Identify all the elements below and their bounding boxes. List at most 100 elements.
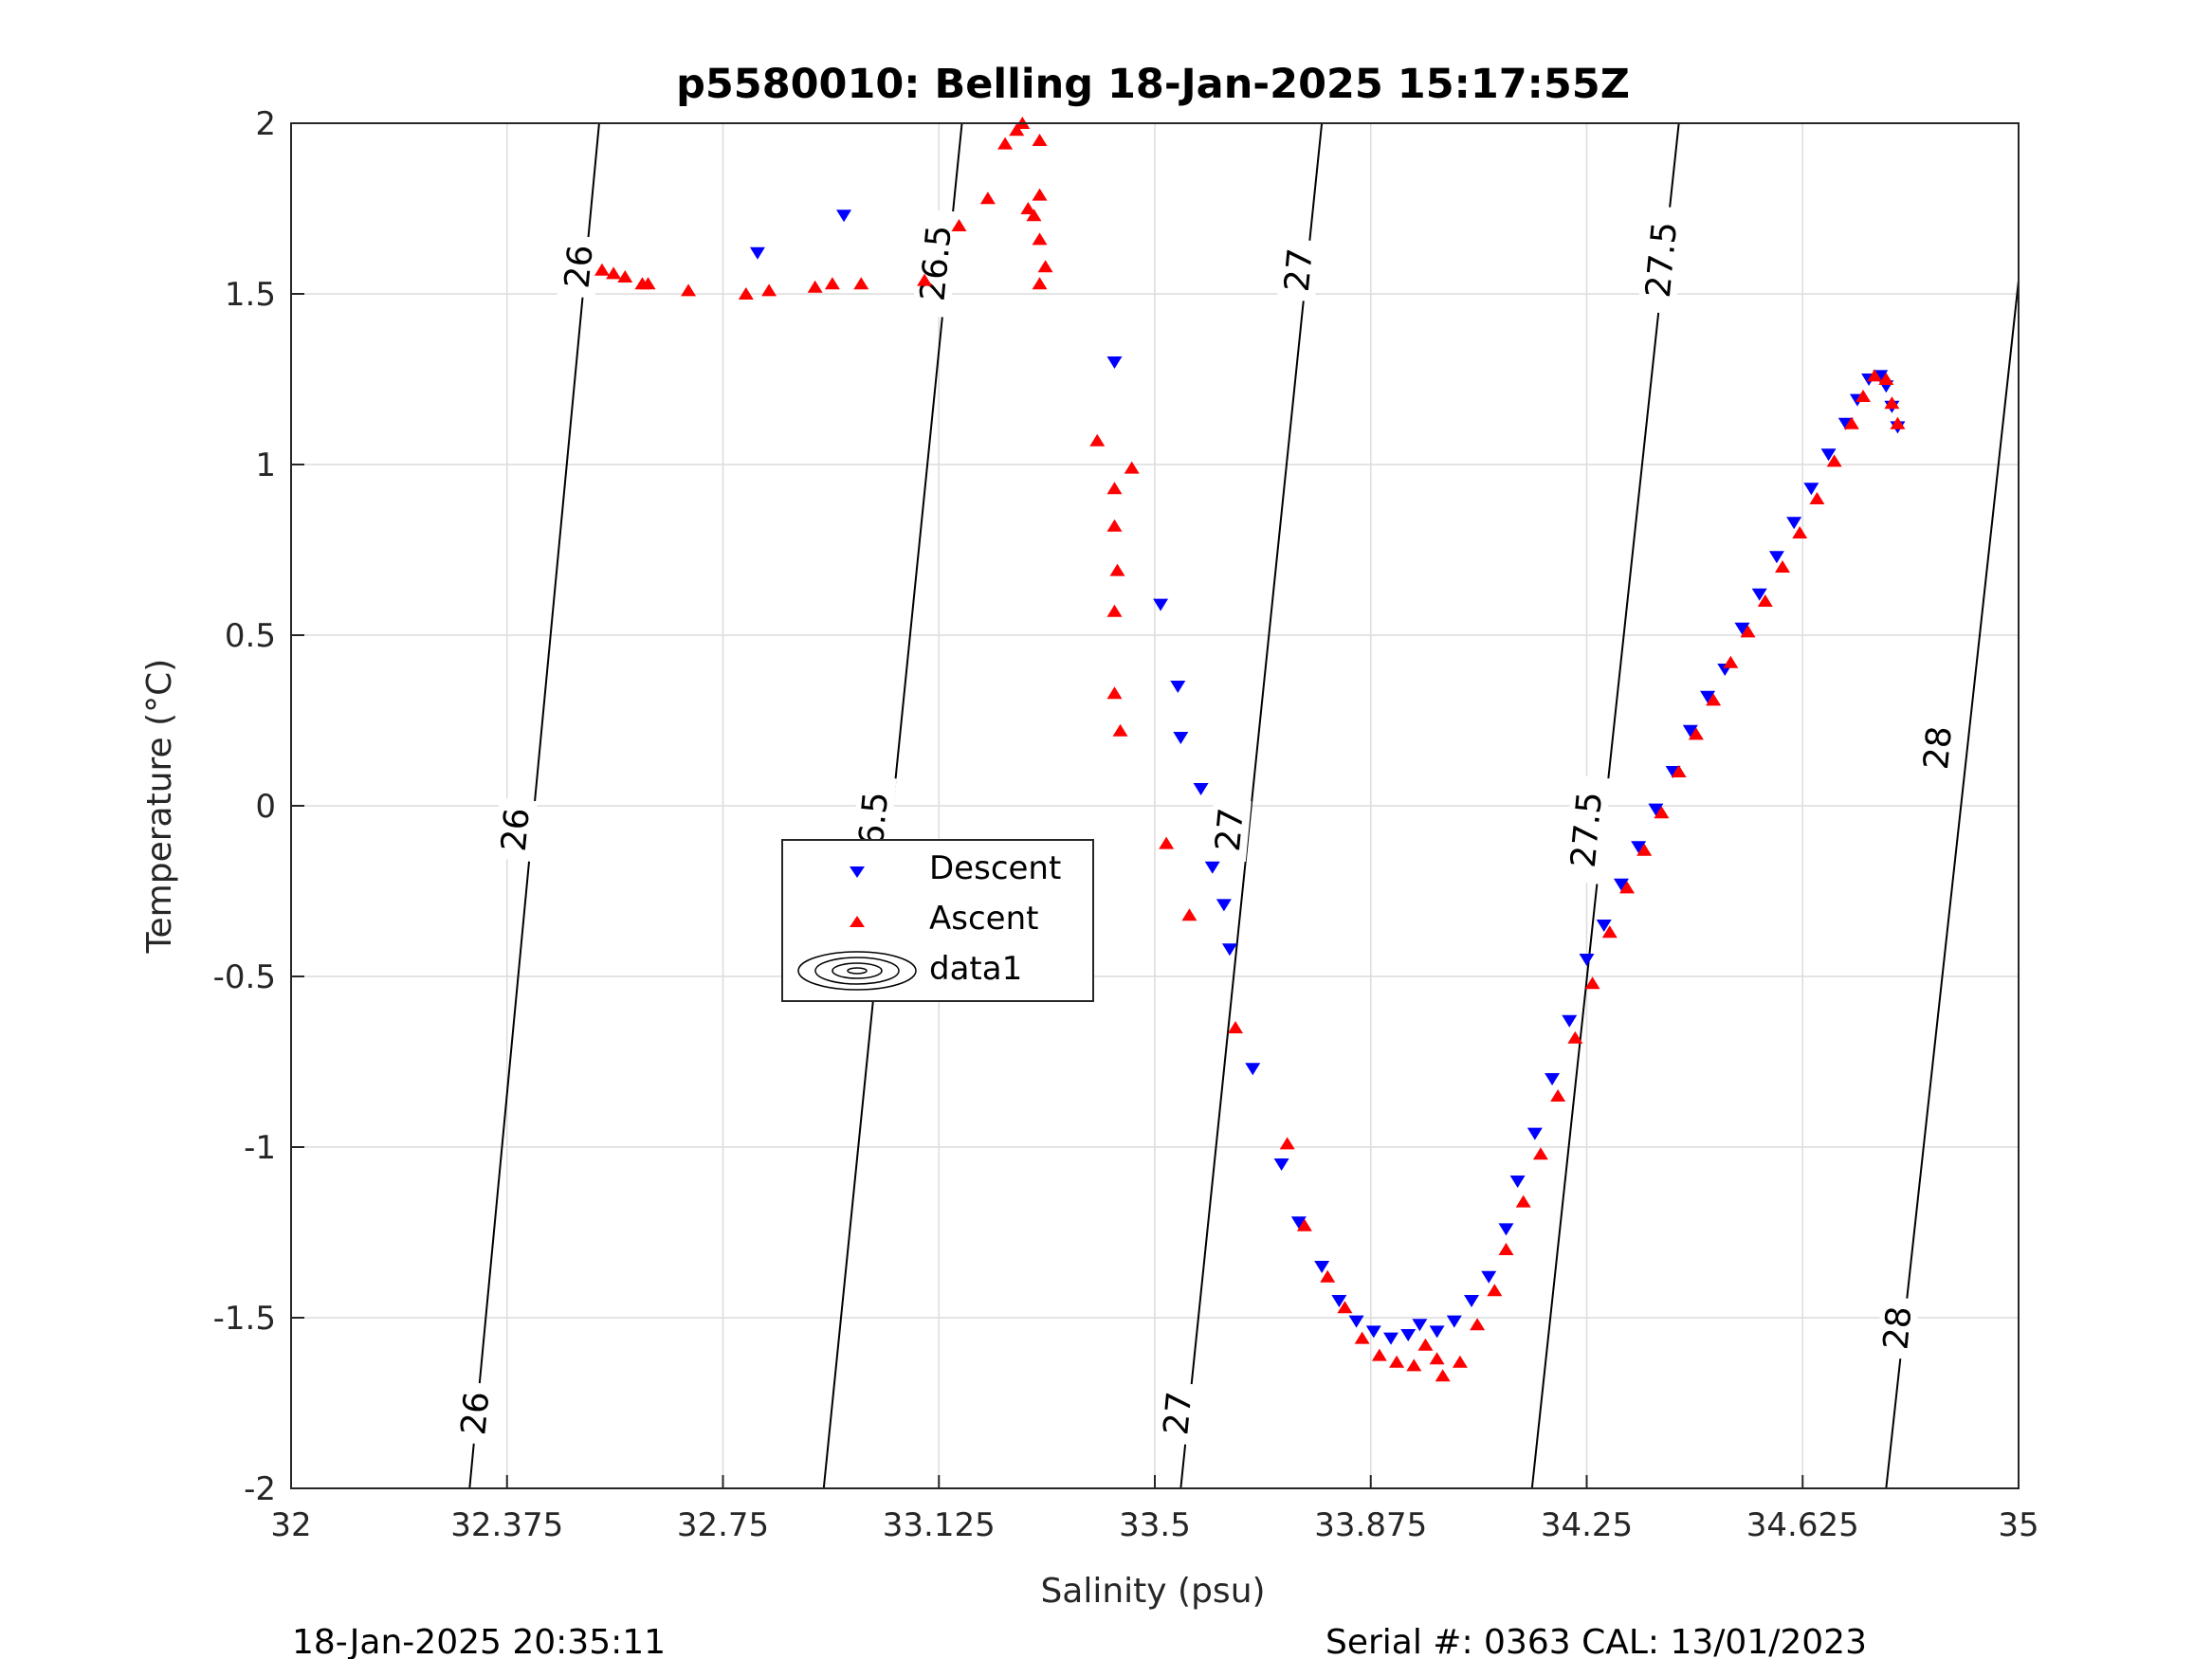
isopycnal-27 xyxy=(1179,122,1324,1489)
legend-label-ascent: Ascent xyxy=(929,900,1038,938)
ascent-point xyxy=(594,263,610,276)
ascent-point xyxy=(1032,134,1048,146)
descent-point xyxy=(1173,732,1189,744)
contour-label: 26 xyxy=(558,244,601,290)
ascent-point xyxy=(1032,277,1048,290)
y-tick-label: -1 xyxy=(244,1129,276,1167)
isopycnal-28 xyxy=(1885,281,2020,1489)
ascent-point xyxy=(1181,908,1197,921)
descent-point xyxy=(1170,681,1186,693)
ascent-point xyxy=(1671,765,1687,777)
descent-point xyxy=(1153,598,1169,611)
descent-point xyxy=(1613,878,1629,891)
ascent-point xyxy=(1337,1301,1353,1314)
ascent-point xyxy=(1296,1218,1312,1231)
descent-point xyxy=(836,210,852,223)
legend-label-descent: Descent xyxy=(929,849,1061,887)
ascent-point xyxy=(807,280,823,293)
ascent-point xyxy=(1037,260,1053,273)
ascent-point xyxy=(979,191,996,205)
ascent-point xyxy=(640,277,656,290)
ascent-point xyxy=(1792,526,1808,538)
descent-point xyxy=(1562,1014,1578,1028)
contour-label: 26 xyxy=(454,1390,497,1436)
ascent-point xyxy=(1026,209,1042,222)
contour-label: 27 xyxy=(1157,1390,1199,1436)
descent-point xyxy=(1106,356,1123,369)
descent-point xyxy=(1596,920,1612,932)
ascent-point xyxy=(1619,881,1636,894)
y-tick-label: -1.5 xyxy=(213,1300,276,1338)
ascent-point xyxy=(1109,563,1125,576)
descent-point xyxy=(1204,861,1220,874)
y-tick-label: 2 xyxy=(255,105,276,143)
ascent-point xyxy=(1406,1358,1422,1372)
descent-point xyxy=(1734,622,1750,635)
x-tick-label: 34.625 xyxy=(1746,1506,1859,1544)
ascent-point xyxy=(1487,1284,1503,1297)
descent-point xyxy=(1682,724,1698,738)
descent-point xyxy=(1221,943,1237,957)
ascent-point xyxy=(1032,188,1048,201)
contour-label-bg xyxy=(1916,716,1960,780)
descent-point xyxy=(1400,1329,1417,1341)
ascent-point xyxy=(738,287,754,300)
contour-label-bg xyxy=(1208,797,1252,862)
y-tick-label: 1 xyxy=(255,447,276,484)
ascent-point xyxy=(1774,560,1790,573)
ascent-point xyxy=(853,277,869,290)
ascent-point xyxy=(1867,369,1883,382)
contour-label-bg xyxy=(557,234,601,299)
ascent-point xyxy=(1740,625,1756,638)
footer-serial-cal: Serial #: 0363 CAL: 13/01/2023 xyxy=(1325,1623,1867,1659)
ascent-point xyxy=(824,277,840,290)
ascent-point xyxy=(1089,433,1106,447)
legend-marker-descent xyxy=(850,866,865,878)
ascent-point xyxy=(1435,1369,1451,1382)
contour-label: 27.5 xyxy=(1564,790,1610,869)
descent-point xyxy=(1498,1223,1514,1236)
contour-label-bg xyxy=(1875,1296,1920,1360)
x-axis-label: Salinity (psu) xyxy=(1040,1572,1265,1611)
descent-point xyxy=(1290,1216,1307,1230)
ascent-point xyxy=(917,273,933,286)
descent-point xyxy=(1768,551,1784,564)
legend-label-data1: data1 xyxy=(929,950,1022,988)
ascent-point xyxy=(1654,806,1670,819)
descent-point xyxy=(1631,841,1647,854)
contour-label: 26.5 xyxy=(914,224,960,303)
x-tick-label: 33.5 xyxy=(1119,1506,1191,1544)
ascent-point xyxy=(997,137,1014,150)
ascent-point xyxy=(1228,1021,1244,1033)
legend-marker-ascent xyxy=(850,916,865,927)
y-tick-label: -2 xyxy=(244,1470,276,1508)
contour-label: 28 xyxy=(1876,1304,1919,1351)
ascent-point xyxy=(1124,461,1140,474)
ascent-point xyxy=(606,266,622,280)
ascent-point xyxy=(1020,202,1036,214)
contour-label: 28 xyxy=(1917,724,1960,771)
descent-point xyxy=(1216,899,1232,912)
ascent-point xyxy=(1550,1089,1566,1102)
descent-point xyxy=(1245,1063,1261,1076)
ascent-point xyxy=(1106,519,1123,532)
ascent-point xyxy=(1159,836,1175,849)
series-descent xyxy=(749,210,1906,1345)
ascent-point xyxy=(1884,396,1900,410)
footer-timestamp: 18-Jan-2025 20:35:11 xyxy=(292,1623,666,1659)
descent-point xyxy=(1365,1325,1381,1339)
descent-point xyxy=(1545,1073,1561,1085)
descent-point xyxy=(1273,1158,1289,1171)
contour-label-bg xyxy=(453,1381,498,1446)
contour-label: 27 xyxy=(1209,807,1252,853)
descent-point xyxy=(1383,1332,1399,1345)
contour-label-bg xyxy=(1637,205,1686,315)
contour-label: 26 xyxy=(495,807,538,853)
y-tick-label: 0.5 xyxy=(225,617,276,655)
ascent-point xyxy=(1843,416,1859,429)
ascent-point xyxy=(617,270,633,283)
descent-point xyxy=(1314,1261,1330,1273)
descent-point xyxy=(1648,803,1664,816)
chart-title: p5580010: Belling 18-Jan-2025 15:17:55Z xyxy=(676,61,1630,108)
